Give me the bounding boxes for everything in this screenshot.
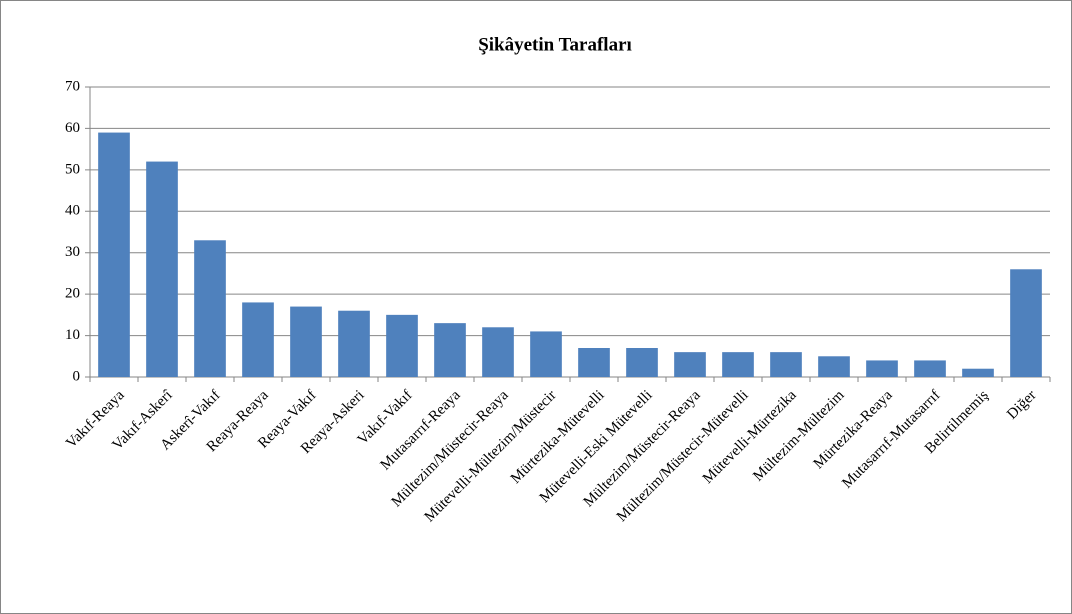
bar <box>242 302 274 377</box>
bar <box>626 348 658 377</box>
bar <box>194 240 226 377</box>
y-tick-label: 0 <box>73 368 81 384</box>
bar <box>722 352 754 377</box>
bar <box>98 132 130 377</box>
y-tick-label: 50 <box>65 161 80 177</box>
bar <box>962 368 994 377</box>
bar <box>674 352 706 377</box>
bar <box>290 306 322 377</box>
bar <box>530 331 562 377</box>
bar <box>146 161 178 377</box>
bar <box>386 314 418 377</box>
y-tick-label: 40 <box>65 203 80 219</box>
bar <box>770 352 802 377</box>
bar <box>338 310 370 377</box>
y-tick-label: 10 <box>65 327 80 343</box>
y-tick-label: 60 <box>65 120 80 136</box>
y-tick-label: 30 <box>65 244 80 260</box>
bar <box>482 327 514 377</box>
y-tick-label: 20 <box>65 286 80 302</box>
bar <box>434 323 466 377</box>
chart-title: Şikâyetin Tarafları <box>478 34 632 55</box>
y-tick-label: 70 <box>65 78 80 94</box>
bar <box>578 348 610 377</box>
bar <box>914 360 946 377</box>
bar <box>818 356 850 377</box>
bar <box>866 360 898 377</box>
bar <box>1010 269 1042 377</box>
